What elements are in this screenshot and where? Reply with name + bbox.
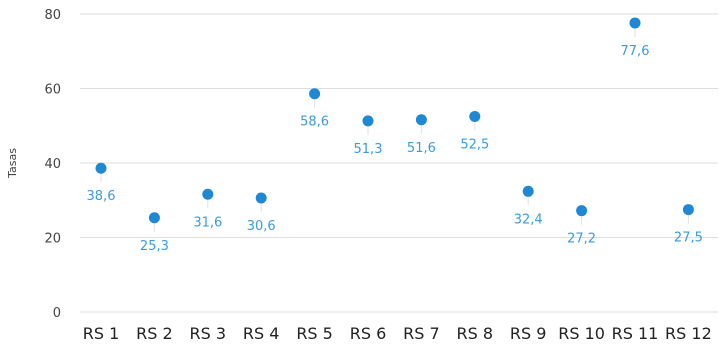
y-axis-ticks: 0 20 40 60 80 — [44, 8, 61, 321]
y-tick-label: 60 — [44, 83, 61, 98]
data-label: 31,6 — [193, 215, 222, 230]
x-tick-label: RS 2 — [136, 324, 173, 343]
grid-lines — [80, 13, 718, 313]
data-point[interactable] — [95, 162, 107, 174]
data-label: 38,6 — [87, 189, 116, 204]
data-point[interactable] — [415, 114, 427, 126]
data-label: 58,6 — [300, 115, 329, 130]
x-tick-label: RS 1 — [83, 324, 120, 343]
stems — [100, 22, 689, 232]
x-tick-label: RS 6 — [350, 324, 387, 343]
data-label: 27,5 — [674, 231, 703, 246]
data-label: 52,5 — [460, 137, 489, 152]
data-point[interactable] — [469, 110, 481, 122]
data-label: 27,2 — [567, 232, 596, 247]
data-labels: 38,6 25,3 31,6 30,6 58,6 51,3 51,6 52,5 32,4 27,2… — [87, 44, 703, 254]
data-point[interactable] — [522, 185, 534, 197]
y-tick-label: 20 — [44, 232, 61, 247]
data-point[interactable] — [309, 88, 321, 100]
data-label: 51,6 — [407, 141, 436, 156]
data-label: 25,3 — [140, 239, 169, 254]
x-axis-ticks: RS 1 RS 2 RS 3 RS 4 RS 5 RS 6 RS 7 RS 8 RS 9 RS 1… — [83, 324, 712, 343]
y-axis-label: Tasas — [6, 148, 19, 179]
y-tick-label: 40 — [44, 157, 61, 172]
x-tick-label: RS 10 — [558, 324, 605, 343]
x-tick-label: RS 9 — [510, 324, 547, 343]
data-point[interactable] — [629, 17, 641, 29]
x-tick-label: RS 11 — [612, 324, 659, 343]
x-tick-label: RS 5 — [296, 324, 333, 343]
x-tick-label: RS 4 — [243, 324, 280, 343]
data-point[interactable] — [255, 192, 267, 204]
data-point[interactable] — [682, 204, 694, 216]
y-tick-label: 80 — [44, 8, 61, 23]
data-label: 30,6 — [247, 219, 276, 234]
data-point[interactable] — [148, 212, 160, 224]
x-tick-label: RS 12 — [665, 324, 712, 343]
data-points — [95, 17, 694, 224]
x-tick-label: RS 8 — [457, 324, 494, 343]
x-tick-label: RS 3 — [190, 324, 227, 343]
data-label: 51,3 — [354, 142, 383, 157]
x-tick-label: RS 7 — [403, 324, 440, 343]
data-label: 77,6 — [621, 44, 650, 59]
data-point[interactable] — [202, 188, 214, 200]
data-label: 32,4 — [514, 212, 543, 227]
data-point[interactable] — [362, 115, 374, 127]
y-tick-label: 0 — [53, 306, 61, 321]
data-point[interactable] — [576, 205, 588, 217]
